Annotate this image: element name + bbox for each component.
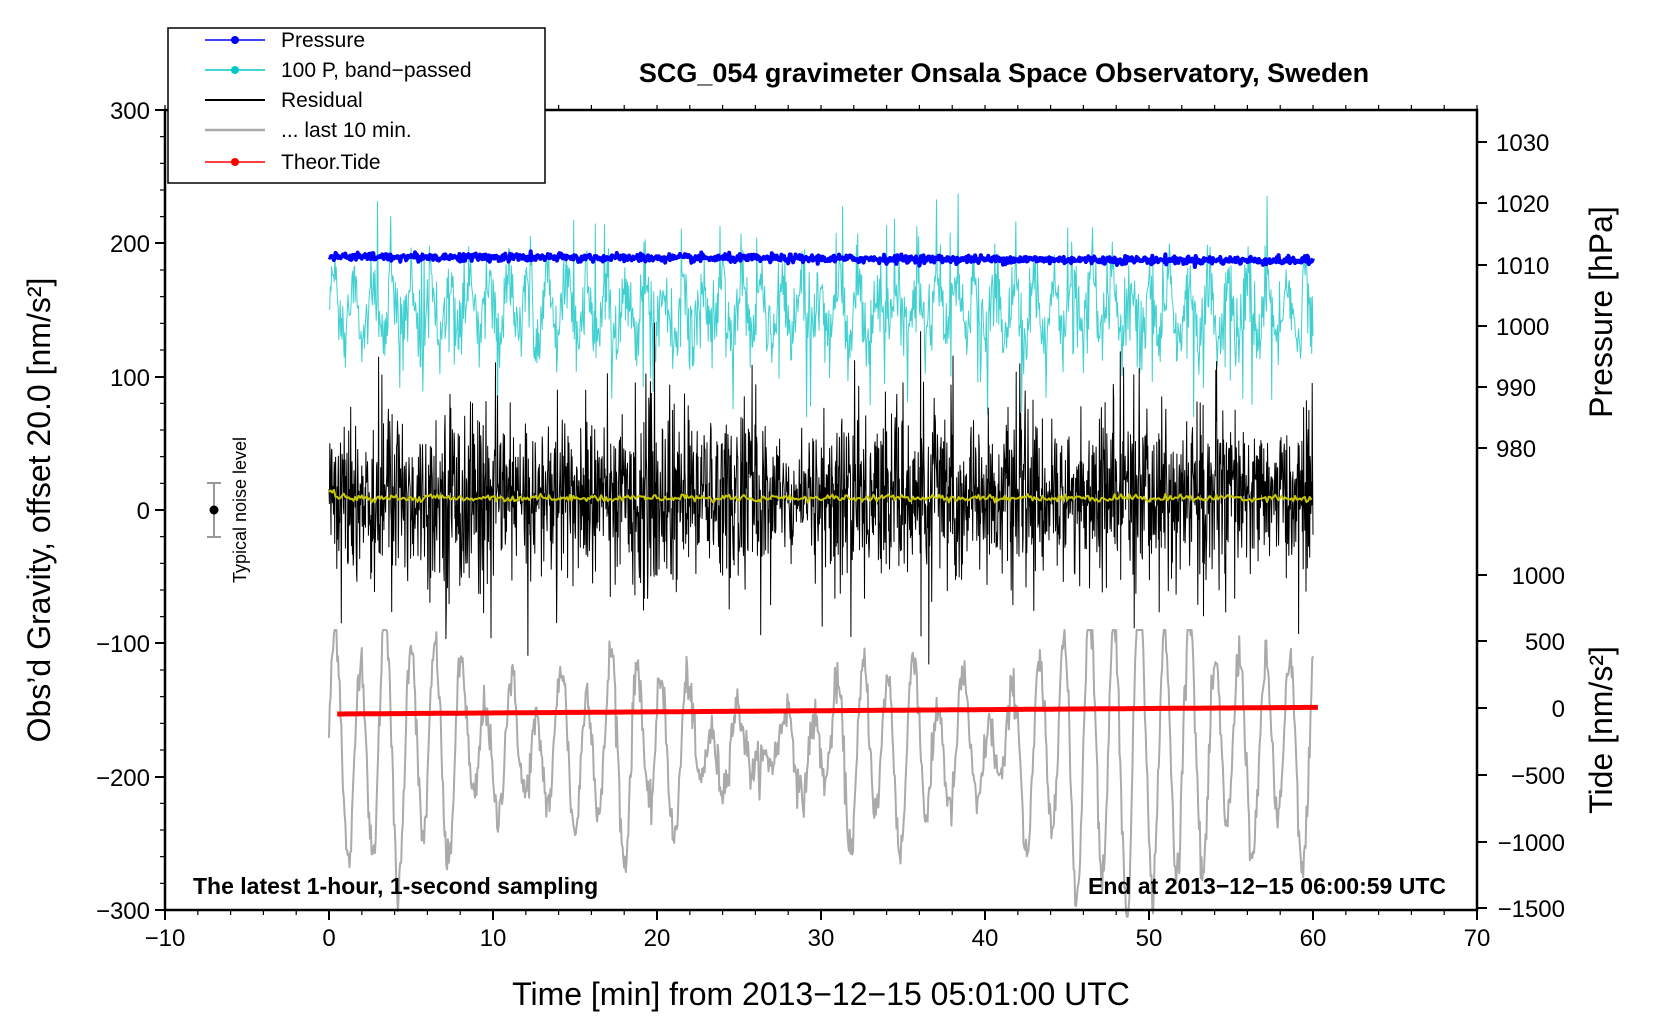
pressure-tick-label: 1020 bbox=[1496, 191, 1549, 218]
x-tick-4: 30 bbox=[808, 910, 835, 952]
tide-tick-m1000: −1000 bbox=[1477, 830, 1565, 857]
pressure-tick-label: 1000 bbox=[1496, 314, 1549, 341]
y-axis-tide: 1000 500 0 −500 −1000 −1500 bbox=[1477, 563, 1565, 923]
y-tick-label: 300 bbox=[110, 98, 150, 125]
pressure-tick-980: 980 bbox=[1477, 436, 1536, 463]
series-pressure bbox=[327, 249, 1315, 269]
y-tick-100: 100 bbox=[110, 365, 165, 392]
note-end-time: End at 2013−12−15 06:00:59 UTC bbox=[1088, 873, 1446, 899]
pressure-tick-990: 990 bbox=[1477, 375, 1536, 402]
y-tick-label: −200 bbox=[96, 765, 150, 792]
tide-axis-title: Tide [nm/s²] bbox=[1583, 646, 1619, 814]
legend-label: 100 P, band−passed bbox=[281, 59, 472, 82]
series-last-10-min bbox=[328, 629, 1314, 918]
x-tick-7: 60 bbox=[1300, 910, 1327, 952]
x-tick-6: 50 bbox=[1136, 910, 1163, 952]
legend-entry-band-passed: 100 P, band−passed bbox=[205, 59, 472, 82]
pressure-axis-title: Pressure [hPa] bbox=[1583, 206, 1619, 418]
tide-tick-label: −1000 bbox=[1498, 830, 1565, 857]
x-tick-5: 40 bbox=[972, 910, 999, 952]
y-tick-label: −100 bbox=[96, 631, 150, 658]
pressure-tick-1030: 1030 bbox=[1477, 130, 1549, 157]
tide-tick-label: −1500 bbox=[1498, 896, 1565, 923]
x-tick-label: 0 bbox=[322, 925, 335, 952]
y-tick-m100: −100 bbox=[96, 631, 165, 658]
x-tick-3: 20 bbox=[644, 910, 671, 952]
series-layer bbox=[327, 193, 1318, 918]
tide-tick-label: 500 bbox=[1525, 629, 1565, 656]
pressure-tick-label: 1030 bbox=[1496, 130, 1549, 157]
x-tick-label: 10 bbox=[480, 925, 507, 952]
legend-label: Pressure bbox=[281, 29, 365, 52]
x-tick-label: 50 bbox=[1136, 925, 1163, 952]
y-tick-300: 300 bbox=[110, 98, 165, 125]
legend-entry-residual: Residual bbox=[205, 89, 363, 112]
pressure-tick-label: 990 bbox=[1496, 375, 1536, 402]
y-axis-left: 300 200 100 0 −100 −200 −300 bbox=[96, 98, 165, 925]
legend: Pressure 100 P, band−passed Residual ...… bbox=[167, 27, 546, 184]
x-tick-label: 20 bbox=[644, 925, 671, 952]
legend-label: ... last 10 min. bbox=[281, 119, 412, 142]
y-tick-label: −300 bbox=[96, 898, 150, 925]
tide-tick-label: 1000 bbox=[1512, 563, 1565, 590]
y-tick-label: 100 bbox=[110, 365, 150, 392]
y-tick-label: 0 bbox=[137, 498, 150, 525]
x-tick-label: 30 bbox=[808, 925, 835, 952]
legend-label: Theor.Tide bbox=[281, 151, 381, 174]
legend-marker bbox=[231, 158, 239, 166]
tide-tick-500: 500 bbox=[1477, 629, 1565, 656]
chart-title: SCG_054 gravimeter Onsala Space Observat… bbox=[639, 58, 1369, 88]
y-tick-0: 0 bbox=[137, 498, 165, 525]
y-tick-label: 200 bbox=[110, 231, 150, 258]
pressure-tick-label: 1010 bbox=[1496, 253, 1549, 280]
pressure-tick-label: 980 bbox=[1496, 436, 1536, 463]
series-residual bbox=[328, 322, 1314, 665]
y-tick-200: 200 bbox=[110, 231, 165, 258]
pressure-tick-1020: 1020 bbox=[1477, 191, 1549, 218]
note-sampling: The latest 1-hour, 1-second sampling bbox=[193, 873, 598, 899]
legend-box bbox=[167, 27, 546, 184]
noise-level-indicator: Typical noise level bbox=[207, 437, 250, 583]
tide-tick-m500: −500 bbox=[1477, 763, 1565, 790]
series-band-passed bbox=[328, 193, 1314, 418]
y-axis-pressure: 1030 1020 1010 1000 990 980 bbox=[1477, 130, 1549, 463]
x-tick-label: 40 bbox=[972, 925, 999, 952]
x-axis: −10 0 10 20 30 40 50 60 70 bbox=[145, 910, 1491, 952]
noise-dot bbox=[209, 505, 219, 515]
x-tick-8: 70 bbox=[1464, 910, 1491, 952]
legend-marker bbox=[231, 66, 239, 74]
x-axis-title: Time [min] from 2013−12−15 05:01:00 UTC bbox=[512, 976, 1130, 1012]
pressure-tick-1010: 1010 bbox=[1477, 253, 1549, 280]
tide-tick-m1500: −1500 bbox=[1477, 896, 1565, 923]
tide-tick-label: 0 bbox=[1552, 696, 1565, 723]
tide-tick-0: 0 bbox=[1477, 696, 1565, 723]
x-tick-2: 10 bbox=[480, 910, 507, 952]
y-axis-left-title: Obs’d Gravity, offset 20.0 [nm/s²] bbox=[21, 278, 57, 743]
legend-entry-pressure: Pressure bbox=[205, 29, 365, 52]
x-tick-1: 0 bbox=[322, 910, 336, 952]
legend-label: Residual bbox=[281, 89, 363, 112]
x-tick-label: 60 bbox=[1300, 925, 1327, 952]
x-tick-label: −10 bbox=[145, 925, 186, 952]
tide-tick-label: −500 bbox=[1511, 763, 1565, 790]
legend-entry-theor-tide: Theor.Tide bbox=[205, 151, 381, 174]
pressure-tick-1000: 1000 bbox=[1477, 314, 1549, 341]
series-theor-tide bbox=[337, 704, 1318, 717]
x-tick-0: −10 bbox=[145, 910, 186, 952]
series-residual-smoothed bbox=[328, 488, 1313, 504]
x-tick-label: 70 bbox=[1464, 925, 1491, 952]
y-tick-m300: −300 bbox=[96, 898, 165, 925]
noise-level-label: Typical noise level bbox=[230, 437, 250, 583]
legend-entry-last-10-min: ... last 10 min. bbox=[205, 119, 412, 142]
tide-tick-1000: 1000 bbox=[1477, 563, 1565, 590]
legend-marker bbox=[231, 36, 239, 44]
y-tick-m200: −200 bbox=[96, 765, 165, 792]
